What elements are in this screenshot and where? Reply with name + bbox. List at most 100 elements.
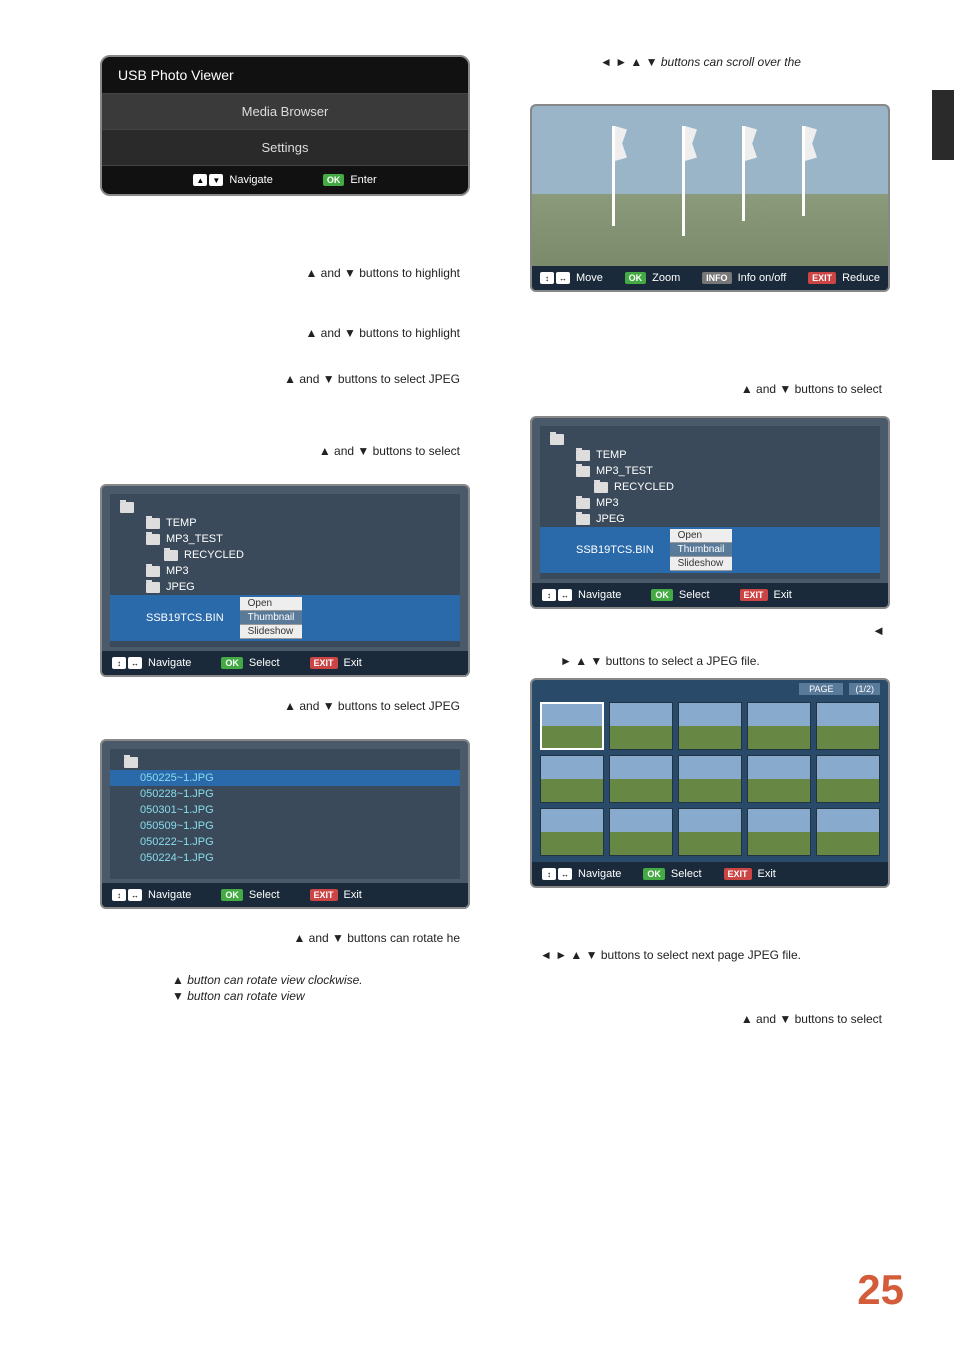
thumbnail[interactable]: [678, 808, 742, 856]
settings-row[interactable]: Settings: [102, 129, 468, 165]
folder-icon: [146, 566, 160, 577]
photo-preview-panel: ↕↔ Move OK Zoom INFO Info on/off EXIT Re…: [530, 104, 890, 292]
submenu-thumbnail[interactable]: Thumbnail: [670, 543, 733, 557]
navigate-label: Navigate: [229, 174, 272, 186]
nav-label: Navigate: [578, 868, 621, 880]
folder-icon: [146, 534, 160, 545]
submenu-open[interactable]: Open: [670, 529, 733, 543]
zoom-hint: OK Zoom: [625, 272, 681, 284]
thumbnail[interactable]: [540, 808, 604, 856]
page-count: (1/2): [849, 683, 880, 695]
folder-icon: [576, 514, 590, 525]
context-submenu: Open Thumbnail Slideshow: [240, 597, 303, 639]
submenu-slideshow[interactable]: Slideshow: [670, 557, 733, 571]
photo-image: [532, 106, 888, 266]
thumbnail[interactable]: [609, 702, 673, 750]
page-label: PAGE: [799, 683, 843, 695]
thumbnail-grid: [532, 698, 888, 862]
enter-hint: OK Enter: [323, 174, 377, 186]
thumbnail[interactable]: [816, 808, 880, 856]
folder-root: [110, 755, 460, 770]
submenu-slideshow[interactable]: Slideshow: [240, 625, 303, 639]
select-hint: OK Select: [221, 889, 279, 901]
thumbnail[interactable]: [540, 755, 604, 803]
list-item-selected[interactable]: SSB19TCS.BIN Open Thumbnail Slideshow: [110, 595, 460, 641]
list-item[interactable]: JPEG: [110, 579, 460, 595]
select-hint: OK Select: [221, 657, 279, 669]
thumbnail[interactable]: [678, 702, 742, 750]
item-label: MP3: [166, 565, 189, 577]
nav-label: Navigate: [578, 589, 621, 601]
thumbnail[interactable]: [609, 808, 673, 856]
thumbnail[interactable]: [540, 702, 604, 750]
thumbnail[interactable]: [816, 702, 880, 750]
exit-label: Exit: [774, 589, 792, 601]
step-text: ► ▲ ▼ buttons to select a JPEG file.: [530, 654, 890, 668]
item-label: RECYCLED: [614, 481, 674, 493]
thumbnail[interactable]: [678, 755, 742, 803]
list-item[interactable]: TEMP: [540, 447, 880, 463]
list-item[interactable]: MP3_TEST: [110, 531, 460, 547]
list-item[interactable]: JPEG: [540, 511, 880, 527]
file-browser-panel-2: TEMP MP3_TEST RECYCLED MP3 JPEG: [530, 416, 890, 609]
thumbnail[interactable]: [747, 702, 811, 750]
file-item-selected[interactable]: 050225~1.JPG: [110, 770, 460, 786]
ok-icon: OK: [625, 272, 647, 284]
folder-icon: [146, 582, 160, 593]
submenu-thumbnail[interactable]: Thumbnail: [240, 611, 303, 625]
thumbnail[interactable]: [816, 755, 880, 803]
item-label: TEMP: [596, 449, 627, 461]
ok-icon: OK: [221, 889, 243, 901]
file-item[interactable]: 050222~1.JPG: [110, 834, 460, 850]
step-text: ▲ and ▼ buttons to select JPEG: [100, 699, 470, 713]
folder-icon: [146, 518, 160, 529]
file-list-footer: ↕↔ Navigate OK Select EXIT Exit: [102, 883, 468, 907]
list-item[interactable]: MP3_TEST: [540, 463, 880, 479]
browser-footer: ↕↔ Navigate OK Select EXIT Exit: [102, 651, 468, 675]
submenu-open[interactable]: Open: [240, 597, 303, 611]
folder-icon: [550, 434, 564, 445]
list-item[interactable]: RECYCLED: [540, 479, 880, 495]
reduce-label: Reduce: [842, 272, 880, 284]
thumbnail[interactable]: [609, 755, 673, 803]
arrows-icon: ↕↔: [542, 868, 572, 880]
exit-label: Exit: [344, 889, 362, 901]
browser-footer: ↕↔ Navigate OK Select EXIT Exit: [532, 583, 888, 607]
reduce-hint: EXIT Reduce: [808, 272, 880, 284]
thumbnail[interactable]: [747, 808, 811, 856]
media-browser-row[interactable]: Media Browser: [102, 93, 468, 129]
thumbnail[interactable]: [747, 755, 811, 803]
step-text: ▲ and ▼ buttons to select: [100, 444, 470, 458]
exit-label: Exit: [758, 868, 776, 880]
list-item-selected[interactable]: SSB19TCS.BIN Open Thumbnail Slideshow: [540, 527, 880, 573]
flag-icon: [682, 126, 685, 236]
move-hint: ↕↔ Move: [540, 272, 603, 284]
flag-icon: [802, 126, 805, 216]
list-item[interactable]: MP3: [540, 495, 880, 511]
file-item[interactable]: 050224~1.JPG: [110, 850, 460, 866]
arrows-icon: ↕↔: [112, 889, 142, 901]
info-icon: INFO: [702, 272, 732, 284]
list-item[interactable]: MP3: [110, 563, 460, 579]
exit-icon: EXIT: [808, 272, 836, 284]
file-item[interactable]: 050301~1.JPG: [110, 802, 460, 818]
select-label: Select: [249, 657, 280, 669]
folder-icon: [594, 482, 608, 493]
ok-icon: OK: [643, 868, 665, 880]
exit-icon: EXIT: [740, 589, 768, 601]
thumb-header: PAGE (1/2): [532, 680, 888, 698]
panel-title: USB Photo Viewer: [102, 57, 468, 93]
folder-root: [540, 432, 880, 447]
arrows-icon: ↕↔: [112, 657, 142, 669]
list-item[interactable]: RECYCLED: [110, 547, 460, 563]
usb-photo-viewer-panel: USB Photo Viewer Media Browser Settings …: [100, 55, 470, 196]
file-item[interactable]: 050509~1.JPG: [110, 818, 460, 834]
file-list-panel: 050225~1.JPG 050228~1.JPG 050301~1.JPG 0…: [100, 739, 470, 909]
thumb-footer: ↕↔ Navigate OK Select EXIT Exit: [532, 862, 888, 886]
item-label: SSB19TCS.BIN: [146, 612, 224, 624]
list-item[interactable]: TEMP: [110, 515, 460, 531]
folder-icon: [124, 757, 138, 768]
file-list-body: 050225~1.JPG 050228~1.JPG 050301~1.JPG 0…: [110, 749, 460, 879]
file-item[interactable]: 050228~1.JPG: [110, 786, 460, 802]
folder-icon: [576, 450, 590, 461]
